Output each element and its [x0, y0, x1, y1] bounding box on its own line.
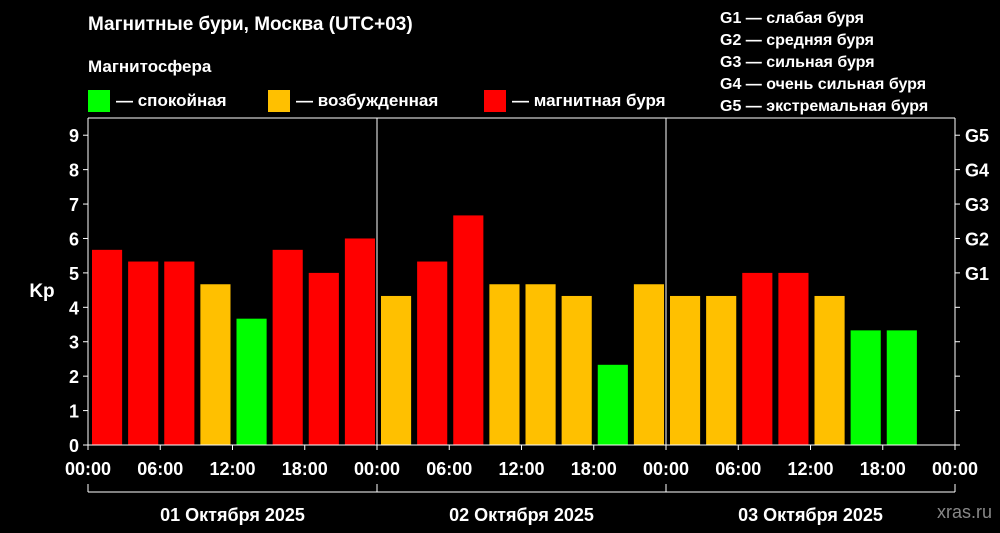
- x-tick-label: 06:00: [137, 459, 183, 479]
- y-tick-label: 7: [69, 195, 79, 215]
- kp-bar: [272, 249, 303, 445]
- y-tick-label: 8: [69, 161, 79, 181]
- kp-bar: [200, 284, 231, 445]
- legend-item-excited: — возбужденная: [268, 90, 438, 112]
- legend-title: Магнитосфера: [88, 57, 212, 76]
- day-label: 01 Октября 2025: [160, 505, 305, 525]
- legend-item-storm: — магнитная буря: [484, 90, 666, 112]
- x-tick-label: 18:00: [860, 459, 906, 479]
- kp-bar: [778, 272, 809, 445]
- y-tick-label: 9: [69, 126, 79, 146]
- x-tick-label: 00:00: [643, 459, 689, 479]
- kp-bar: [344, 238, 375, 445]
- kp-bar: [850, 330, 881, 445]
- kp-bar: [814, 295, 845, 445]
- x-tick-label: 00:00: [65, 459, 111, 479]
- watermark: xras.ru: [936, 502, 992, 522]
- kp-bar: [633, 284, 664, 445]
- g-scale-label: G1: [965, 264, 989, 284]
- y-tick-label: 2: [69, 367, 79, 387]
- y-tick-label: 4: [69, 298, 79, 318]
- x-tick-label: 12:00: [787, 459, 833, 479]
- chart-title: Магнитные бури, Москва (UTC+03): [88, 14, 413, 35]
- kp-bar: [308, 272, 339, 445]
- storm-scale-g4: G4 — очень сильная буря: [720, 76, 927, 93]
- x-tick-label: 12:00: [209, 459, 255, 479]
- storm-scale-g5: G5 — экстремальная буря: [720, 98, 929, 115]
- kp-bar: [236, 318, 267, 445]
- day-label: 02 Октября 2025: [449, 505, 594, 525]
- kp-bar: [886, 330, 917, 445]
- kp-bar: [128, 261, 159, 445]
- kp-bar: [453, 215, 484, 445]
- kp-bar: [381, 295, 412, 445]
- kp-bar: [561, 295, 592, 445]
- legend-label-quiet: — спокойная: [116, 91, 227, 110]
- kp-bar: [417, 261, 448, 445]
- y-tick-label: 3: [69, 333, 79, 353]
- kp-bar: [706, 295, 737, 445]
- kp-bar: [670, 295, 701, 445]
- storm-scale-list: G1 — слабая буря G2 — средняя буря G3 — …: [720, 8, 928, 118]
- kp-bar: [489, 284, 520, 445]
- y-axis-label: Kp: [29, 281, 54, 302]
- kp-bar: [164, 261, 195, 445]
- storm-scale-g3: G3 — сильная буря: [720, 54, 875, 71]
- kp-bar: [92, 249, 123, 445]
- x-tick-label: 18:00: [282, 459, 328, 479]
- x-tick-label: 06:00: [715, 459, 761, 479]
- x-tick-label: 12:00: [498, 459, 544, 479]
- y-tick-label: 6: [69, 229, 79, 249]
- x-tick-label: 00:00: [932, 459, 978, 479]
- g-scale-label: G2: [965, 229, 989, 249]
- legend-swatch-quiet: [88, 90, 110, 112]
- g-scale-label: G5: [965, 126, 989, 146]
- legend-swatch-excited: [268, 90, 290, 112]
- legend-label-excited: — возбужденная: [296, 91, 439, 110]
- legend-label-storm: — магнитная буря: [512, 91, 666, 110]
- legend-item-quiet: — спокойная: [88, 90, 227, 112]
- kp-bar: [597, 364, 628, 445]
- g-scale-label: G3: [965, 195, 989, 215]
- storm-scale-g1: G1 — слабая буря: [720, 10, 865, 27]
- storm-scale-g2: G2 — средняя буря: [720, 32, 874, 49]
- y-tick-label: 5: [69, 264, 79, 284]
- y-tick-label: 1: [69, 402, 79, 422]
- legend-swatch-storm: [484, 90, 506, 112]
- kp-bar: [525, 284, 556, 445]
- y-tick-label: 0: [69, 436, 79, 456]
- x-tick-label: 06:00: [426, 459, 472, 479]
- kp-bar: [742, 272, 773, 445]
- g-scale-label: G4: [965, 161, 989, 181]
- x-tick-label: 00:00: [354, 459, 400, 479]
- x-tick-label: 18:00: [571, 459, 617, 479]
- day-label: 03 Октября 2025: [738, 505, 883, 525]
